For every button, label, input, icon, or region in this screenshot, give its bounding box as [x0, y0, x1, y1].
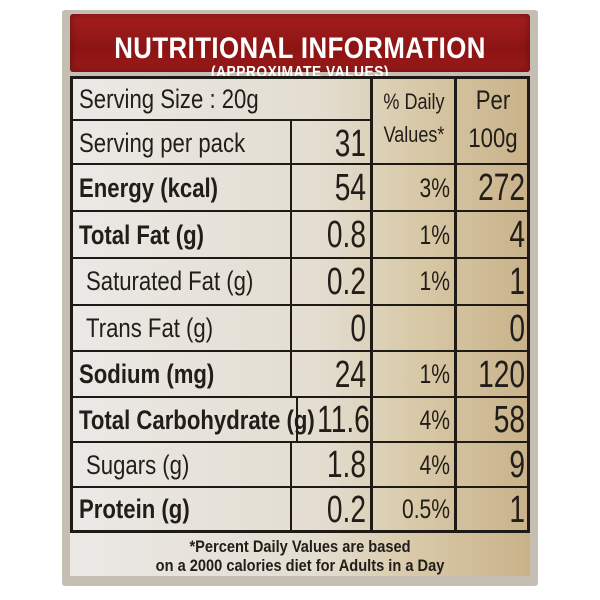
- nutrient-label: Energy (kcal): [79, 173, 219, 203]
- per100-header-line2: 100g: [468, 123, 518, 153]
- nutrient-per-100g: 120: [478, 354, 525, 396]
- nutrient-per-100g: 0: [509, 308, 525, 350]
- serving-size: Serving Size : 20g: [79, 84, 259, 114]
- row-col-divider: [290, 258, 292, 305]
- row-rule: [70, 210, 530, 212]
- rule-serving: [70, 119, 370, 121]
- nutrient-per-100g: 4: [509, 214, 525, 256]
- nutrient-per-100g: 272: [478, 167, 525, 209]
- nutrient-per-serving: 24: [334, 354, 366, 396]
- nutrition-table: [70, 76, 530, 576]
- nutrient-per-serving: 11.6: [317, 399, 370, 441]
- nutrient-per-serving: 54: [334, 167, 366, 209]
- rule-bottom: [70, 530, 530, 533]
- nutrient-label: Trans Fat (g): [86, 313, 214, 343]
- nutrient-per-100g: 9: [509, 444, 525, 486]
- row-rule: [70, 396, 530, 398]
- serving-per-pack-label: Serving per pack: [79, 128, 246, 158]
- row-col-divider: [290, 442, 292, 488]
- row-rule: [70, 163, 530, 165]
- nutrient-daily-value: 1%: [419, 266, 450, 296]
- nutrition-title: NUTRITIONAL INFORMATION: [114, 32, 486, 65]
- nutrient-daily-value: 3%: [419, 173, 450, 203]
- row-col-divider: [290, 351, 292, 398]
- nutrient-per-serving: 0: [350, 308, 366, 350]
- nutrient-per-100g: 58: [493, 399, 525, 441]
- nutrient-per-serving: 0.8: [326, 214, 366, 256]
- row-rule: [70, 441, 530, 443]
- row-rule: [70, 486, 530, 488]
- nutrient-daily-value: 1%: [419, 220, 450, 250]
- nutrient-daily-value: 4%: [419, 450, 450, 480]
- row-col-divider: [290, 211, 292, 259]
- nutrient-label: Total Fat (g): [79, 220, 205, 250]
- dv-header-line1: % Daily: [383, 89, 445, 114]
- nutrient-daily-value: 0.5%: [401, 494, 450, 524]
- serving-per-pack-value: 31: [334, 123, 366, 165]
- footnote-line1: *Percent Daily Values are based: [189, 537, 411, 556]
- nutrient-per-serving: 0.2: [326, 489, 366, 531]
- row-col-divider: [290, 164, 292, 212]
- row-rule: [70, 350, 530, 352]
- footnote-line2: on a 2000 calories diet for Adults in a …: [155, 556, 445, 575]
- row-col-divider: [290, 305, 292, 352]
- nutrition-header: NUTRITIONAL INFORMATION (APPROXIMATE VAL…: [70, 14, 530, 81]
- dv-header-line2: Values*: [383, 122, 445, 147]
- nutrient-label: Sugars (g): [86, 450, 190, 480]
- per100-header-line1: Per: [475, 85, 511, 115]
- nutrient-label: Saturated Fat (g): [86, 266, 254, 296]
- nutrient-per-serving: 0.2: [326, 261, 366, 303]
- row-rule: [70, 257, 530, 259]
- row-col-divider: [290, 487, 292, 532]
- row-col-divider: [290, 120, 292, 164]
- nutrient-per-100g: 1: [509, 261, 525, 303]
- nutrient-label: Total Carbohydrate (g): [79, 405, 315, 435]
- nutrient-per-100g: 1: [509, 489, 525, 531]
- nutrient-daily-value: 4%: [419, 405, 450, 435]
- nutrient-daily-value: 1%: [419, 359, 450, 389]
- row-col-divider: [296, 397, 298, 443]
- nutrient-per-serving: 1.8: [326, 444, 366, 486]
- nutrient-label: Protein (g): [79, 494, 190, 524]
- rule-top: [70, 76, 530, 79]
- nutrient-label: Sodium (mg): [79, 359, 215, 389]
- row-rule: [70, 304, 530, 306]
